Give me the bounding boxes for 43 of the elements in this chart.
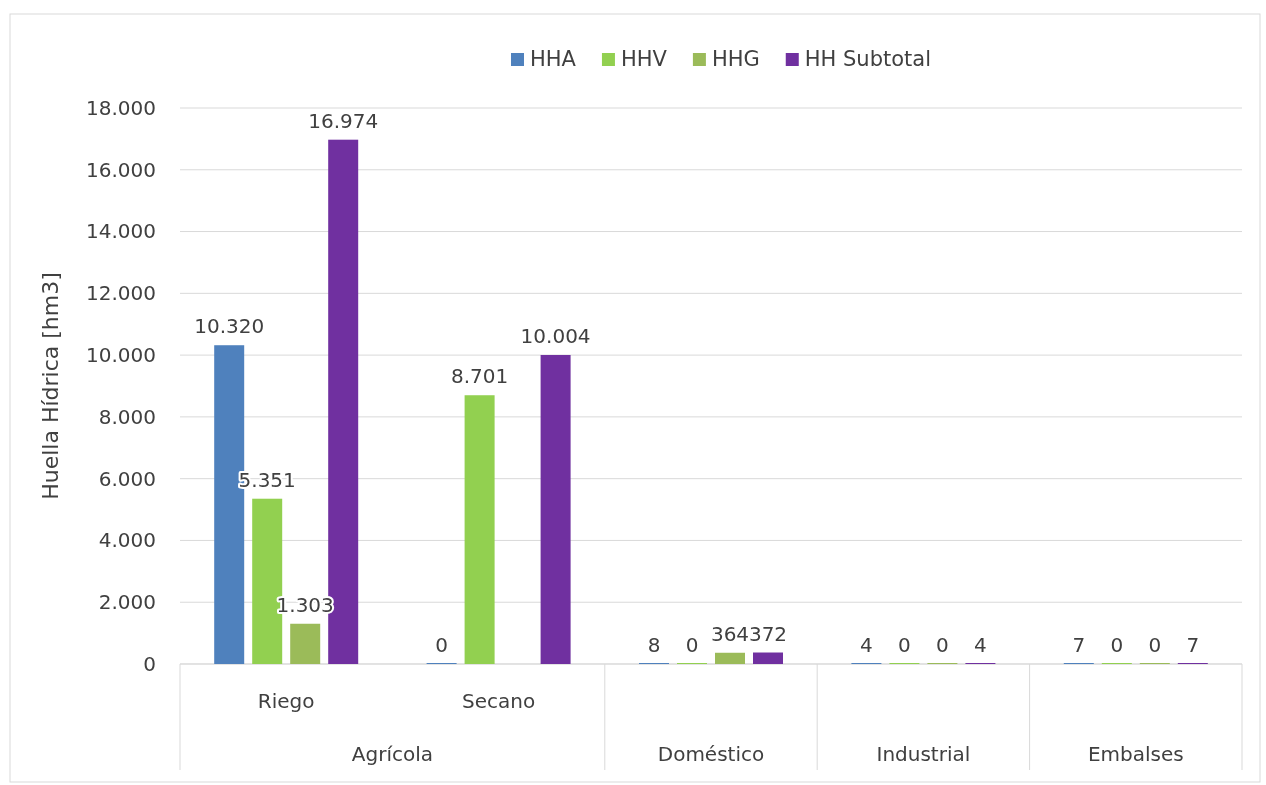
legend-label: HHG [711, 47, 760, 71]
data-label: 0 [1148, 633, 1162, 657]
x-tick-label: Secano [462, 689, 536, 713]
data-label: 4 [860, 632, 873, 657]
y-tick-label: 16.000 [86, 157, 156, 182]
legend-label: HHV [620, 47, 668, 71]
x-tick-label: Industrial [876, 742, 971, 766]
bar [290, 623, 321, 664]
x-tick-label: Embalses [1087, 742, 1184, 766]
data-label: 16.974 [308, 108, 379, 133]
y-tick-label: 8.000 [98, 404, 156, 429]
data-label: 0 [435, 633, 448, 657]
bar [715, 652, 745, 664]
data-label: 10.320 [194, 314, 265, 339]
data-label: 0 [898, 633, 911, 657]
y-tick-label: 0 [143, 651, 156, 676]
legend-label: HHA [529, 47, 577, 71]
data-label: 0 [936, 633, 949, 657]
data-label: 7 [1186, 632, 1200, 657]
bar [540, 354, 571, 664]
y-tick-label: 2.000 [98, 590, 156, 615]
data-label: 0 [1110, 633, 1124, 657]
data-label: 8 [647, 632, 661, 657]
data-label: 10.004 [520, 323, 591, 348]
legend-label: HH Subtotal [804, 47, 932, 71]
data-label: 372 [748, 621, 788, 646]
x-tick-label: Riego [257, 689, 315, 713]
data-label: 4 [974, 632, 987, 657]
text: Agrícola [351, 742, 433, 766]
data-label: 364 [710, 621, 750, 646]
y-tick-label: 14.000 [86, 219, 156, 244]
y-tick-label: 10.000 [86, 343, 156, 368]
bar [464, 395, 495, 664]
data-label: 0 [685, 633, 699, 657]
x-tick-label: Doméstico [657, 742, 765, 766]
y-tick-label: 4.000 [98, 528, 156, 553]
y-axis-title: Huella Hídrica [hm3] [38, 272, 63, 500]
y-tick-label: 12.000 [86, 281, 156, 306]
data-label: 8.701 [450, 364, 509, 389]
bar [753, 652, 783, 664]
data-label: 7 [1072, 632, 1086, 657]
y-tick-label: 6.000 [98, 466, 156, 491]
y-tick-label: 18.000 [86, 95, 156, 120]
